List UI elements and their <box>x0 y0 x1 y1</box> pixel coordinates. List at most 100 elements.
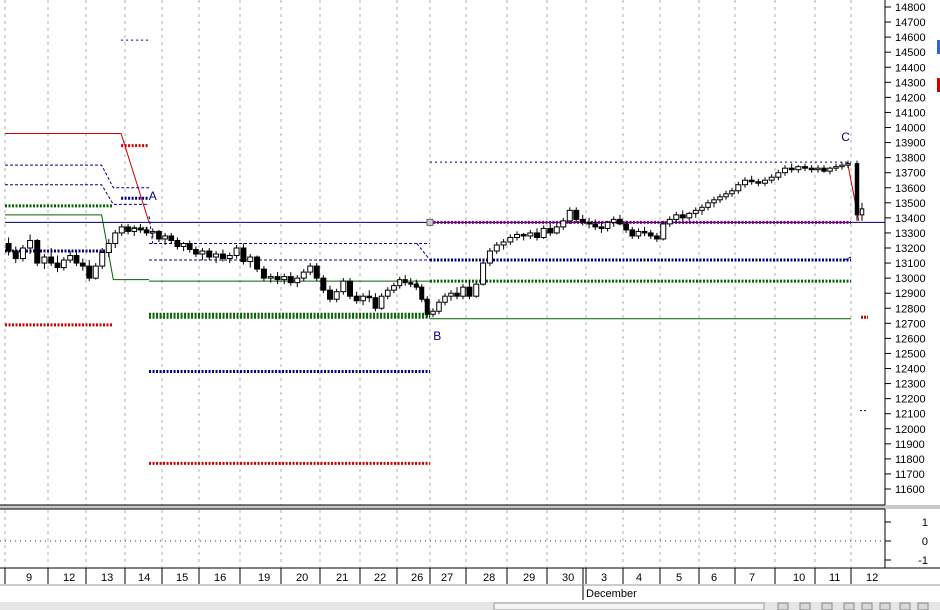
toolbar-button-1 <box>799 602 811 610</box>
candle-body-13-2 <box>520 233 527 237</box>
candle-body-13-4 <box>534 232 540 238</box>
toolbar-button-3 <box>843 602 855 610</box>
y-tick-label-14000: 14000 <box>895 123 926 135</box>
candle-body-2-4 <box>112 232 119 244</box>
candle-body-16-1 <box>629 229 636 237</box>
candle-body-13-0 <box>507 236 514 243</box>
candle-body-0-0 <box>5 242 12 252</box>
candle-body-17-5 <box>692 209 699 214</box>
candle-body-7-5 <box>313 265 320 279</box>
y-tick-label-14100: 14100 <box>895 107 926 119</box>
y-tick-label-14400: 14400 <box>895 62 926 74</box>
candle-body-4-5 <box>193 249 199 255</box>
y-tick-label-14600: 14600 <box>895 32 926 44</box>
candle-body-11-1 <box>436 301 442 312</box>
y-tick-label-11600: 11600 <box>895 484 925 496</box>
x-label-0: 9 <box>26 572 32 584</box>
annotation-A: A <box>149 189 157 203</box>
candle-body-6-0 <box>240 247 247 263</box>
sub-tick-label-0: 0 <box>922 536 928 548</box>
status-strip <box>0 602 940 610</box>
candle-body-0-5 <box>41 256 48 264</box>
candle-body-0-2 <box>19 247 26 260</box>
x-label-7: 20 <box>296 572 308 584</box>
candle-body-2-0 <box>86 265 93 279</box>
step-line-5 <box>416 243 431 261</box>
x-label-9: 22 <box>374 572 386 584</box>
candle-body-11-0 <box>430 310 436 315</box>
x-label-6: 19 <box>258 572 270 584</box>
y-tick-label-13100: 13100 <box>895 258 926 270</box>
scroll-thumb <box>493 602 765 610</box>
candle-body-11-4 <box>454 292 460 297</box>
step-line-0 <box>5 133 150 223</box>
candle-body-6-3 <box>260 268 267 279</box>
candle-body-16-4 <box>647 232 654 237</box>
candle-body-19-5 <box>768 176 775 181</box>
candle-body-3-3 <box>143 229 150 234</box>
candle-body-16-2 <box>635 230 642 237</box>
y-tick-label-12300: 12300 <box>895 379 926 391</box>
step-line-2 <box>5 184 150 205</box>
candle-body-1-4 <box>73 255 80 264</box>
y-tick-label-12700: 12700 <box>895 318 926 330</box>
candle-body-17-3 <box>679 214 686 219</box>
candle-body-0-3 <box>27 239 34 249</box>
candle-body-10-5 <box>424 298 430 315</box>
toolbar-button-5 <box>879 602 891 610</box>
candle-body-15-4 <box>610 218 617 223</box>
candle-body-3-2 <box>137 227 144 231</box>
candle-body-12-3 <box>486 250 493 264</box>
annotation-B: B <box>433 329 441 343</box>
candle-body-3-1 <box>131 227 138 232</box>
candle-body-8-4 <box>347 280 353 297</box>
candle-body-18-2 <box>711 199 717 204</box>
candle-body-20-2 <box>788 167 795 171</box>
x-label-15: 3 <box>601 572 607 584</box>
candle-body-16-3 <box>641 230 648 234</box>
candle-body-8-0 <box>320 277 327 291</box>
y-tick-label-14500: 14500 <box>895 47 926 59</box>
candle-body-21-4 <box>839 164 845 168</box>
y-tick-label-13300: 13300 <box>895 228 926 240</box>
candle-body-8-2 <box>333 291 340 300</box>
candle-body-17-1 <box>666 218 673 225</box>
candle-body-19-2 <box>748 179 755 183</box>
y-tick-label-12200: 12200 <box>895 394 926 406</box>
candle-body-21-5 <box>845 163 851 166</box>
candle-body-10-2 <box>408 282 414 285</box>
y-tick-label-14300: 14300 <box>895 77 926 89</box>
level-marker <box>426 218 434 226</box>
sub-y-axis: 1 0 -1 <box>885 517 928 567</box>
toolbar-button-4 <box>861 602 873 610</box>
x-label-14: 30 <box>562 572 574 584</box>
candle-body-10-0 <box>397 279 403 287</box>
candle-body-16-0 <box>623 223 629 231</box>
x-label-13: 29 <box>523 572 535 584</box>
candle-body-17-2 <box>673 214 680 220</box>
candle-body-20-0 <box>775 172 782 178</box>
candle-body-6-4 <box>267 276 274 279</box>
toolbar-button-2 <box>821 602 833 610</box>
x-label-18: 6 <box>711 572 717 584</box>
x-label-5: 16 <box>214 572 226 584</box>
y-axis: 14800 14700 14600 14500 14400 14300 14200 14100… <box>884 0 940 610</box>
y-tick-label-14200: 14200 <box>895 92 926 104</box>
candle-body-21-2 <box>827 167 833 172</box>
candle-body-13-3 <box>527 232 534 237</box>
vertical-gridlines <box>0 0 885 567</box>
y-tick-label-11900: 11900 <box>895 439 925 451</box>
candle-body-5-2 <box>213 253 220 258</box>
candle-body-17-4 <box>686 212 693 219</box>
candle-body-12-5 <box>500 241 507 246</box>
candle-body-21-1 <box>821 167 827 172</box>
candle-body-14-2 <box>560 220 567 228</box>
candle-body-3-5 <box>156 230 162 240</box>
candle-body-10-4 <box>419 286 425 300</box>
candle-body-11-3 <box>448 292 454 297</box>
month-label: December <box>586 588 637 600</box>
y-tick-label-13200: 13200 <box>895 243 926 255</box>
x-label-22: 12 <box>866 572 878 584</box>
candle-body-3-4 <box>149 230 156 234</box>
candle-body-4-3 <box>180 242 187 247</box>
